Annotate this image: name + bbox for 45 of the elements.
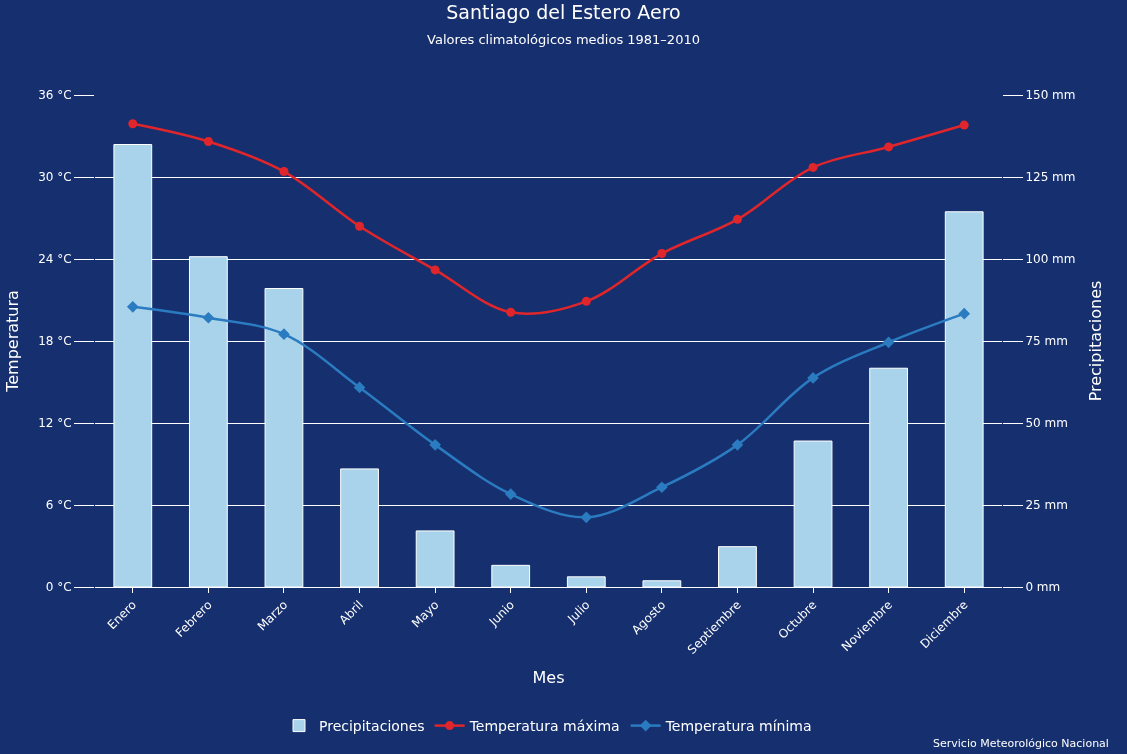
point <box>430 265 440 275</box>
y2-tick-label: 0 mm <box>1025 580 1061 595</box>
point <box>429 439 441 451</box>
y2-tick-label: 25 mm <box>1025 498 1068 513</box>
point <box>731 439 744 451</box>
y-tick-label: 30 °C <box>38 170 72 185</box>
y-axis-title: Temperatura <box>3 290 23 393</box>
point <box>353 381 366 394</box>
point <box>126 300 139 313</box>
y2-tick-label: 50 mm <box>1025 416 1068 431</box>
y2-tick-label: 100 mm <box>1025 252 1076 267</box>
y-tick-label: 0 °C <box>45 580 72 595</box>
point <box>958 307 971 320</box>
y2-tick-label: 150 mm <box>1025 88 1076 103</box>
y2-tick-label: 75 mm <box>1025 334 1068 349</box>
point <box>504 488 517 500</box>
point <box>203 136 213 146</box>
point <box>882 336 895 349</box>
point <box>278 328 290 341</box>
legend-label: Temperatura máxima <box>468 718 620 735</box>
text: Servicio Meteorológico Nacional <box>933 737 1109 750</box>
legend-label: Temperatura mínima <box>664 718 812 735</box>
y2-axis-title: Precipitaciones <box>1086 280 1106 402</box>
y-tick-label: 36 °C <box>38 88 72 103</box>
point <box>959 120 969 130</box>
point <box>581 296 591 306</box>
point <box>279 167 289 177</box>
point <box>128 119 138 129</box>
point <box>732 214 742 224</box>
point <box>657 249 667 259</box>
x-axis-title: Mes <box>532 667 565 687</box>
point <box>202 311 215 324</box>
point <box>355 221 365 231</box>
legend-label: Precipitaciones <box>319 718 425 735</box>
point <box>808 162 818 172</box>
y2-tick-label: 125 mm <box>1025 170 1076 185</box>
chart-subtitle: Valores climatológicos medios 1981–2010 <box>427 31 700 47</box>
point <box>656 481 668 494</box>
chart-title: Santiago del Estero Aero <box>446 0 681 23</box>
y-tick-label: 6 °C <box>45 498 72 513</box>
y-tick-label: 12 °C <box>38 416 72 431</box>
point <box>884 142 894 152</box>
y-tick-label: 18 °C <box>38 334 72 349</box>
y-tick-label: 24 °C <box>38 252 72 267</box>
point <box>506 307 516 317</box>
